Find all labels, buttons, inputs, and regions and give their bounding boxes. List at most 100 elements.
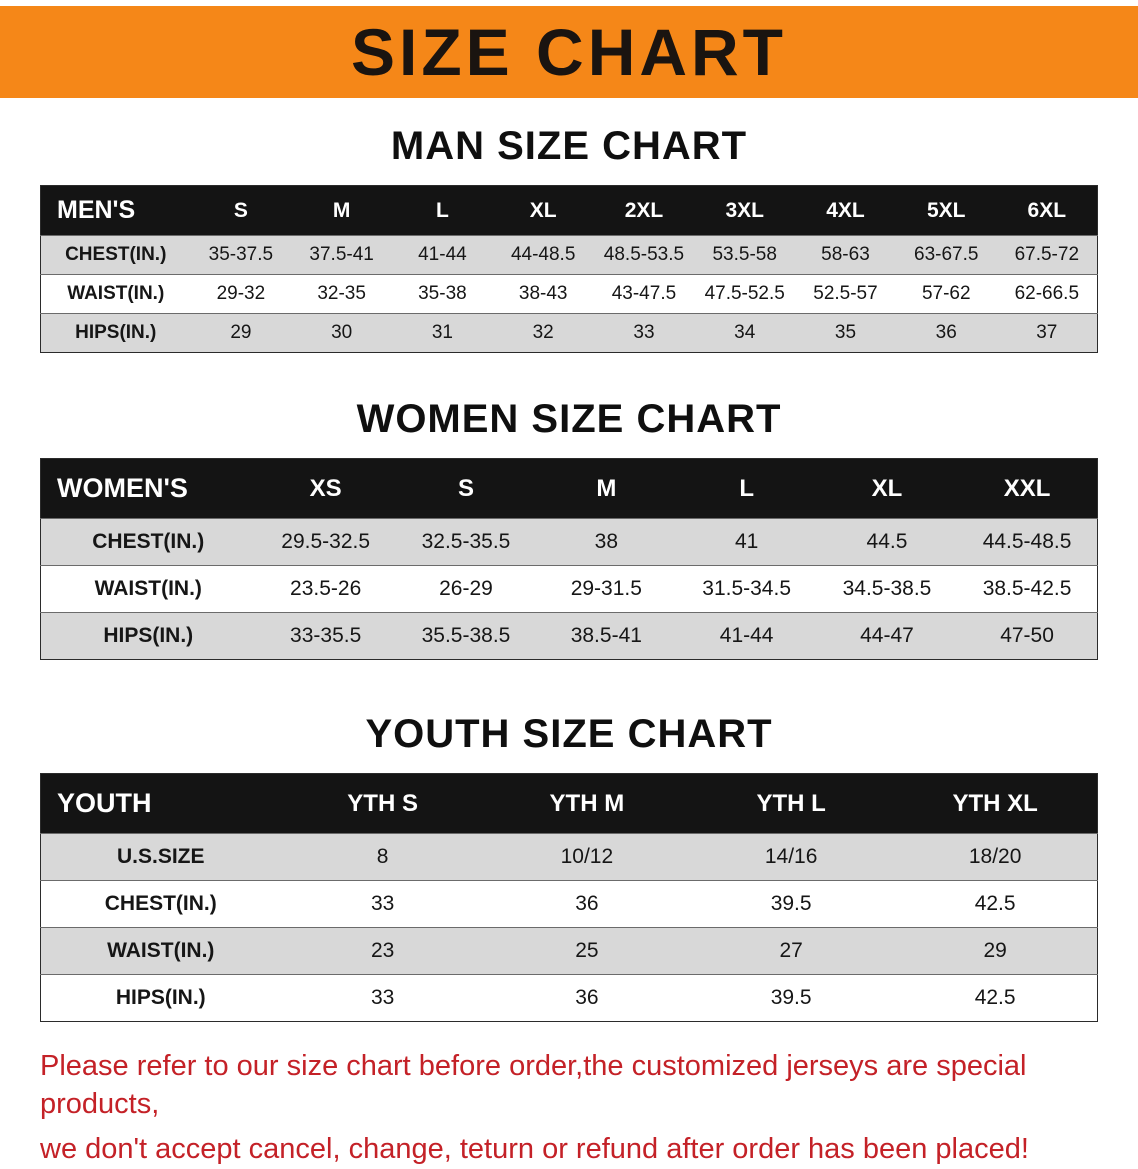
cell-value: 10/12	[484, 833, 689, 881]
cell-value: 34.5-38.5	[816, 565, 958, 613]
table-row: HIPS(IN.) 33-35.5 35.5-38.5 38.5-41 41-44 44-…	[40, 612, 1098, 660]
cell-value: 42.5	[893, 880, 1098, 928]
row-label: HIPS(IN.)	[40, 974, 281, 1022]
cell-value: 52.5-57	[795, 274, 896, 314]
cell-value: 36	[895, 313, 997, 353]
cell-value: 30	[291, 313, 393, 353]
cell-value: 35.5-38.5	[395, 612, 537, 660]
youth-header-label: YOUTH	[40, 773, 281, 834]
column-header: L	[392, 185, 493, 236]
cell-value: 43-47.5	[593, 274, 695, 314]
column-header: YTH M	[484, 773, 689, 834]
table-row: WAIST(IN.) 29-32 32-35 35-38 38-43 43-47.5 47.…	[40, 274, 1098, 314]
cell-value: 38.5-41	[536, 612, 677, 660]
row-label: U.S.SIZE	[40, 833, 281, 881]
cell-value: 63-67.5	[895, 235, 997, 275]
cell-value: 41-44	[676, 612, 817, 660]
cell-value: 44.5-48.5	[957, 518, 1098, 566]
cell-value: 47.5-52.5	[694, 274, 796, 314]
column-header: M	[291, 185, 393, 236]
column-header: XS	[255, 458, 396, 519]
column-header: XL	[816, 458, 958, 519]
cell-value: 29-31.5	[536, 565, 677, 613]
cell-value: 42.5	[893, 974, 1098, 1022]
table-row: HIPS(IN.) 33 36 39.5 42.5	[40, 974, 1098, 1022]
row-label: CHEST(IN.)	[40, 235, 191, 275]
cell-value: 29.5-32.5	[255, 518, 396, 566]
cell-value: 35	[795, 313, 896, 353]
row-label: HIPS(IN.)	[40, 313, 191, 353]
table-row: U.S.SIZE 8 10/12 14/16 18/20	[40, 833, 1098, 881]
table-row: CHEST(IN.) 29.5-32.5 32.5-35.5 38 41 44.5 44.5…	[40, 518, 1098, 566]
women-table: WOMEN'S XS S M L XL XXL CHEST(IN.) 29.5-32.5 32.5…	[40, 458, 1098, 660]
cell-value: 41-44	[392, 235, 493, 275]
cell-value: 34	[694, 313, 796, 353]
section-women: WOMEN SIZE CHART WOMEN'S XS S M L XL XXL CHEST(…	[0, 397, 1138, 660]
section-youth: YOUTH SIZE CHART YOUTH YTH S YTH M YTH L YTH…	[0, 712, 1138, 1022]
size-chart-page: SIZE CHART MAN SIZE CHART MEN'S S M L XL 2XL 3…	[0, 6, 1138, 1169]
cell-value: 35-38	[392, 274, 493, 314]
cell-value: 14/16	[689, 833, 894, 881]
page-title: SIZE CHART	[351, 15, 787, 89]
women-header-label: WOMEN'S	[40, 458, 256, 519]
row-label: CHEST(IN.)	[40, 518, 256, 566]
column-header: S	[190, 185, 292, 236]
cell-value: 58-63	[795, 235, 896, 275]
cell-value: 57-62	[895, 274, 997, 314]
table-row: HIPS(IN.) 29 30 31 32 33 34 35 36 37	[40, 313, 1098, 353]
column-header: YTH S	[280, 773, 485, 834]
disclaimer-line-1: Please refer to our size chart before or…	[40, 1050, 1027, 1120]
table-row: WAIST(IN.) 23.5-26 26-29 29-31.5 31.5-34.5 34…	[40, 565, 1098, 613]
cell-value: 32	[492, 313, 594, 353]
cell-value: 29-32	[190, 274, 292, 314]
column-header: 2XL	[593, 185, 695, 236]
cell-value: 53.5-58	[694, 235, 796, 275]
cell-value: 62-66.5	[996, 274, 1098, 314]
cell-value: 39.5	[689, 974, 894, 1022]
cell-value: 38	[536, 518, 677, 566]
cell-value: 18/20	[893, 833, 1098, 881]
cell-value: 44-47	[816, 612, 958, 660]
cell-value: 44-48.5	[492, 235, 594, 275]
cell-value: 38-43	[492, 274, 594, 314]
column-header: XL	[492, 185, 594, 236]
banner: SIZE CHART	[0, 6, 1138, 98]
table-row: WAIST(IN.) 23 25 27 29	[40, 927, 1098, 975]
cell-value: 41	[676, 518, 817, 566]
men-header-label: MEN'S	[40, 185, 191, 236]
cell-value: 39.5	[689, 880, 894, 928]
cell-value: 44.5	[816, 518, 958, 566]
column-header: 4XL	[795, 185, 896, 236]
row-label: HIPS(IN.)	[40, 612, 256, 660]
cell-value: 32-35	[291, 274, 393, 314]
column-header: 3XL	[694, 185, 796, 236]
cell-value: 29	[893, 927, 1098, 975]
cell-value: 32.5-35.5	[395, 518, 537, 566]
cell-value: 33	[280, 880, 485, 928]
row-label: CHEST(IN.)	[40, 880, 281, 928]
cell-value: 23.5-26	[255, 565, 396, 613]
column-header: YTH XL	[893, 773, 1098, 834]
cell-value: 48.5-53.5	[593, 235, 695, 275]
cell-value: 33-35.5	[255, 612, 396, 660]
section-title-youth: YOUTH SIZE CHART	[365, 712, 773, 756]
table-row: CHEST(IN.) 35-37.5 37.5-41 41-44 44-48.5 48.5…	[40, 235, 1098, 275]
cell-value: 33	[593, 313, 695, 353]
header-row: MEN'S S M L XL 2XL 3XL 4XL 5XL 6XL	[40, 185, 1098, 236]
cell-value: 36	[484, 974, 689, 1022]
disclaimer-line-2: we don't accept cancel, change, teturn o…	[40, 1133, 1029, 1166]
cell-value: 35-37.5	[190, 235, 292, 275]
row-label: WAIST(IN.)	[40, 274, 191, 314]
cell-value: 26-29	[395, 565, 537, 613]
column-header: YTH L	[689, 773, 894, 834]
column-header: 6XL	[996, 185, 1098, 236]
cell-value: 31.5-34.5	[676, 565, 817, 613]
cell-value: 67.5-72	[996, 235, 1098, 275]
header-row: YOUTH YTH S YTH M YTH L YTH XL	[40, 773, 1098, 834]
women-size-table: WOMEN'S XS S M L XL XXL CHEST(IN.) 29.5-32.5 32.5…	[40, 458, 1098, 660]
cell-value: 27	[689, 927, 894, 975]
section-men: MAN SIZE CHART MEN'S S M L XL 2XL 3XL 4XL 5XL 6XL…	[0, 124, 1138, 353]
column-header: S	[395, 458, 537, 519]
youth-table: YOUTH YTH S YTH M YTH L YTH XL U.S.SIZE 8 10/12…	[40, 773, 1098, 1022]
header-row: WOMEN'S XS S M L XL XXL	[40, 458, 1098, 519]
